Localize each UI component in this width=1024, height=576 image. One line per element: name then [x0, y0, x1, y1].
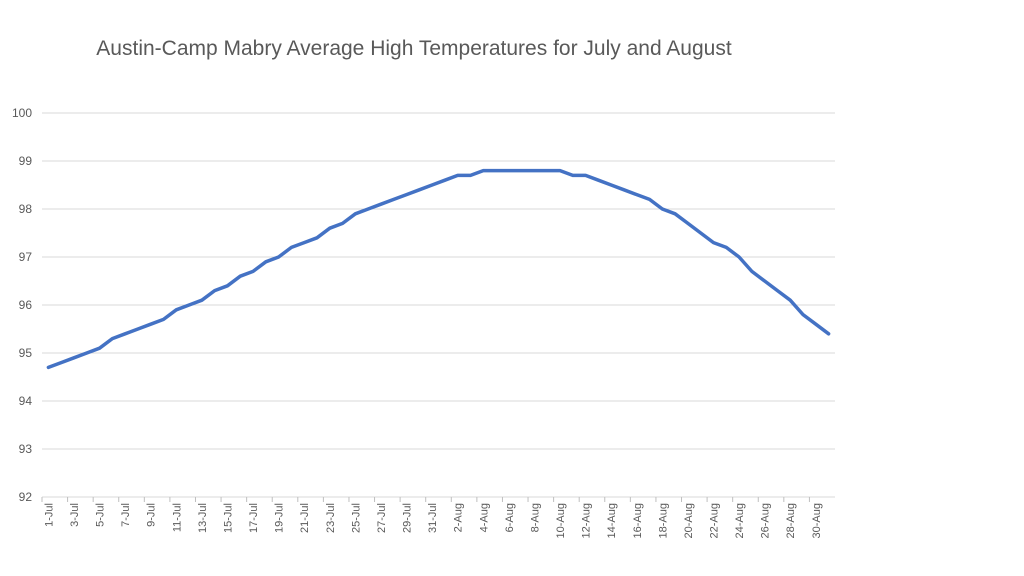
gridlines — [42, 112, 835, 498]
x-tick-label: 29-Jul — [402, 503, 414, 533]
series-line — [46, 168, 831, 370]
y-tick-label: 96 — [19, 298, 33, 312]
x-tick-label: 11-Jul — [171, 503, 183, 532]
x-tick-label: 7-Jul — [120, 503, 132, 527]
x-tick-label: 23-Jul — [325, 503, 337, 533]
x-tick-label: 17-Jul — [248, 503, 260, 533]
x-tick-label: 22-Aug — [708, 503, 720, 538]
x-tick-label: 25-Jul — [350, 503, 362, 533]
y-tick-label: 92 — [19, 490, 33, 504]
x-tick-label: 18-Aug — [657, 503, 669, 538]
y-tick-label: 100 — [12, 106, 32, 120]
x-tick-label: 8-Aug — [529, 503, 541, 532]
x-tick-label: 26-Aug — [760, 503, 772, 538]
x-tick-label: 4-Aug — [478, 503, 490, 532]
x-tick-label: 15-Jul — [222, 503, 234, 533]
x-tick-label: 2-Aug — [453, 503, 465, 532]
y-tick-label: 97 — [19, 250, 33, 264]
x-tick-label: 19-Jul — [274, 503, 286, 533]
x-tick-label: 31-Jul — [427, 503, 439, 533]
y-tick-label: 99 — [19, 154, 33, 168]
x-tick-label: 1-Jul — [43, 503, 55, 527]
x-axis-tick-labels: 1-Jul 3-Jul 5-Jul 7-Jul 9-Jul 11-Jul 13-Jul 15-… — [41, 497, 823, 538]
x-tick-label: 27-Jul — [376, 503, 388, 533]
x-tick-label: 13-Jul — [197, 503, 209, 533]
x-tick-label: 14-Aug — [606, 503, 618, 538]
x-tick-label: 30-Aug — [811, 503, 823, 538]
x-tick-label: 12-Aug — [581, 503, 593, 538]
y-tick-label: 98 — [19, 202, 33, 216]
x-tick-label: 16-Aug — [632, 503, 644, 538]
x-tick-label: 20-Aug — [683, 503, 695, 538]
chart-title: Austin-Camp Mabry Average High Temperatu… — [96, 37, 732, 60]
y-tick-label: 95 — [19, 346, 33, 360]
x-tick-label: 10-Aug — [555, 503, 567, 538]
x-tick-label: 21-Jul — [299, 503, 311, 533]
x-tick-label: 5-Jul — [95, 503, 107, 527]
x-tick-label: 24-Aug — [734, 503, 746, 538]
x-tick-label: 9-Jul — [146, 503, 158, 527]
y-tick-label: 93 — [19, 442, 33, 456]
series-group — [46, 168, 831, 370]
y-axis-tick-labels: 92 93 94 95 96 97 98 99 100 — [12, 106, 32, 504]
x-tick-label: 6-Aug — [504, 503, 516, 532]
x-tick-label: 3-Jul — [69, 503, 81, 527]
y-tick-label: 94 — [19, 394, 33, 408]
x-tick-label: 28-Aug — [785, 503, 797, 538]
